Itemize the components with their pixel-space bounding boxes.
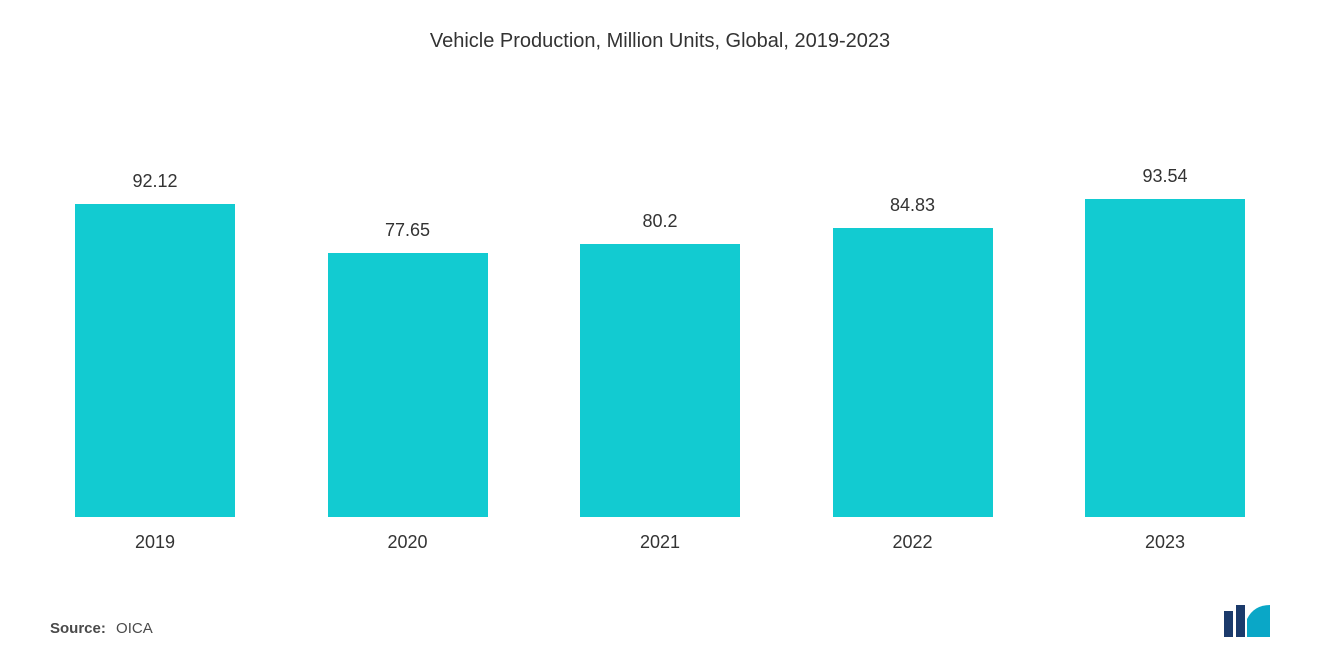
bar-group: 77.65 <box>328 220 488 517</box>
bar <box>328 253 488 517</box>
bar <box>580 244 740 517</box>
x-tick-label: 2021 <box>580 532 740 553</box>
bar-value-label: 93.54 <box>1142 166 1187 187</box>
bar <box>833 228 993 517</box>
bar <box>1085 199 1245 517</box>
publisher-logo-icon <box>1224 603 1270 637</box>
chart-container: Vehicle Production, Million Units, Globa… <box>0 0 1320 665</box>
bar-group: 92.12 <box>75 171 235 517</box>
bar-value-label: 80.2 <box>642 211 677 232</box>
x-tick-label: 2022 <box>833 532 993 553</box>
x-tick-label: 2023 <box>1085 532 1245 553</box>
bar-group: 80.2 <box>580 211 740 517</box>
bar-value-label: 84.83 <box>890 195 935 216</box>
plot-area: 92.12 77.65 80.2 84.83 93.54 <box>50 158 1270 518</box>
bar-value-label: 92.12 <box>132 171 177 192</box>
x-axis: 2019 2020 2021 2022 2023 <box>50 518 1270 553</box>
bar-group: 84.83 <box>833 195 993 517</box>
x-tick-label: 2019 <box>75 532 235 553</box>
chart-footer: Source: OICA <box>50 603 1270 637</box>
chart-title: Vehicle Production, Million Units, Globa… <box>50 30 1270 53</box>
bar-value-label: 77.65 <box>385 220 430 241</box>
x-tick-label: 2020 <box>328 532 488 553</box>
source-label: Source: <box>50 620 106 637</box>
source-attribution: Source: OICA <box>50 620 153 637</box>
source-value: OICA <box>116 620 153 637</box>
bar-group: 93.54 <box>1085 166 1245 517</box>
bar <box>75 204 235 517</box>
